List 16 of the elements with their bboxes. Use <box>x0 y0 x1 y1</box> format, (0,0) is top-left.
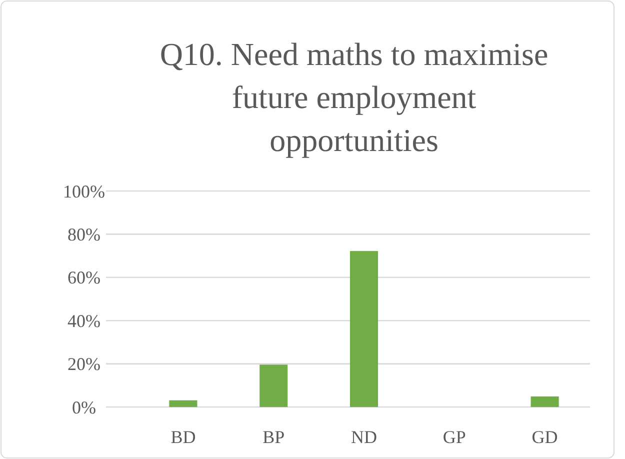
y-tick-label: 100% <box>63 181 105 202</box>
y-tick-label: 80% <box>68 224 100 244</box>
x-tick-label: ND <box>351 427 377 447</box>
y-tick-label: 60% <box>68 268 100 288</box>
bar <box>260 364 288 407</box>
x-tick-label: GP <box>442 427 466 447</box>
bar <box>350 251 378 407</box>
x-tick-label: BP <box>262 427 285 447</box>
y-tick-label: 40% <box>68 310 100 331</box>
x-tick-label: BD <box>170 427 196 447</box>
y-tick-label: 0% <box>72 397 96 418</box>
x-tick-label: GD <box>532 427 558 447</box>
chart-title: Q10. Need maths to maximise future employment opportunities <box>160 36 548 158</box>
bar <box>530 396 559 407</box>
y-tick-label: 20% <box>68 354 100 374</box>
bar <box>169 400 198 407</box>
